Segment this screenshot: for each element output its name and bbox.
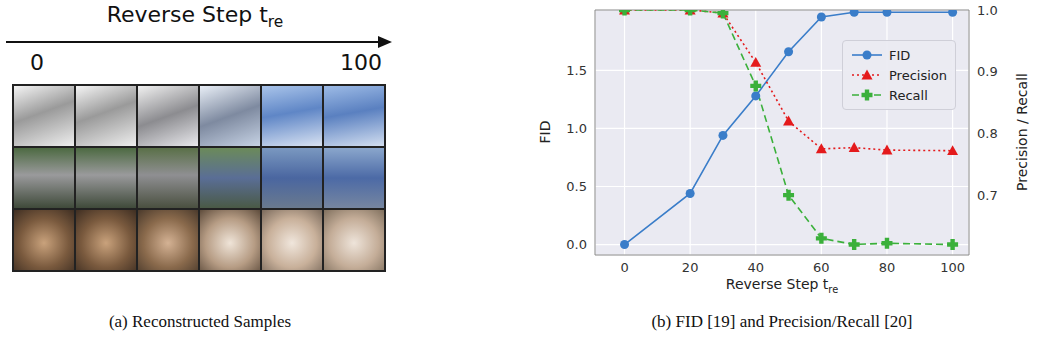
html-text:Reverse Step tre: Reverse Step tre (106, 2, 284, 32)
svg-text:1.5: 1.5 (566, 63, 587, 78)
html-text:100: 100 (340, 50, 382, 75)
svg-text:0.0: 0.0 (566, 237, 587, 252)
html-text:Precision: Precision (889, 67, 947, 83)
svg-text:1.0: 1.0 (977, 3, 998, 18)
svg-text:0: 0 (620, 260, 628, 275)
svg-text:0.9: 0.9 (977, 64, 998, 79)
svg-text:0.5: 0.5 (566, 179, 587, 194)
svg-text:0.7: 0.7 (977, 188, 998, 203)
svg-text:60: 60 (813, 260, 830, 275)
svg-text:80: 80 (879, 260, 896, 275)
html-text:FID: FID (889, 47, 911, 63)
html-text:FID: FID (537, 120, 553, 144)
html-text:Precision / Recall: Precision / Recall (1014, 73, 1030, 191)
svg-text:20: 20 (682, 260, 699, 275)
html-text:Reverse Step tre: Reverse Step tre (725, 276, 839, 295)
svg-text:100: 100 (940, 260, 965, 275)
svg-text:0.8: 0.8 (977, 126, 998, 141)
html-text:Recall: Recall (889, 87, 928, 103)
svg-text:1.0: 1.0 (566, 121, 587, 136)
svg-text:40: 40 (747, 260, 764, 275)
html-text:(b) FID [19] and Precision/Rec: (b) FID [19] and Precision/Recall [20] (651, 312, 913, 331)
html-text:0: 0 (30, 50, 44, 75)
html-text:(a) Reconstructed Samples: (a) Reconstructed Samples (108, 312, 292, 331)
